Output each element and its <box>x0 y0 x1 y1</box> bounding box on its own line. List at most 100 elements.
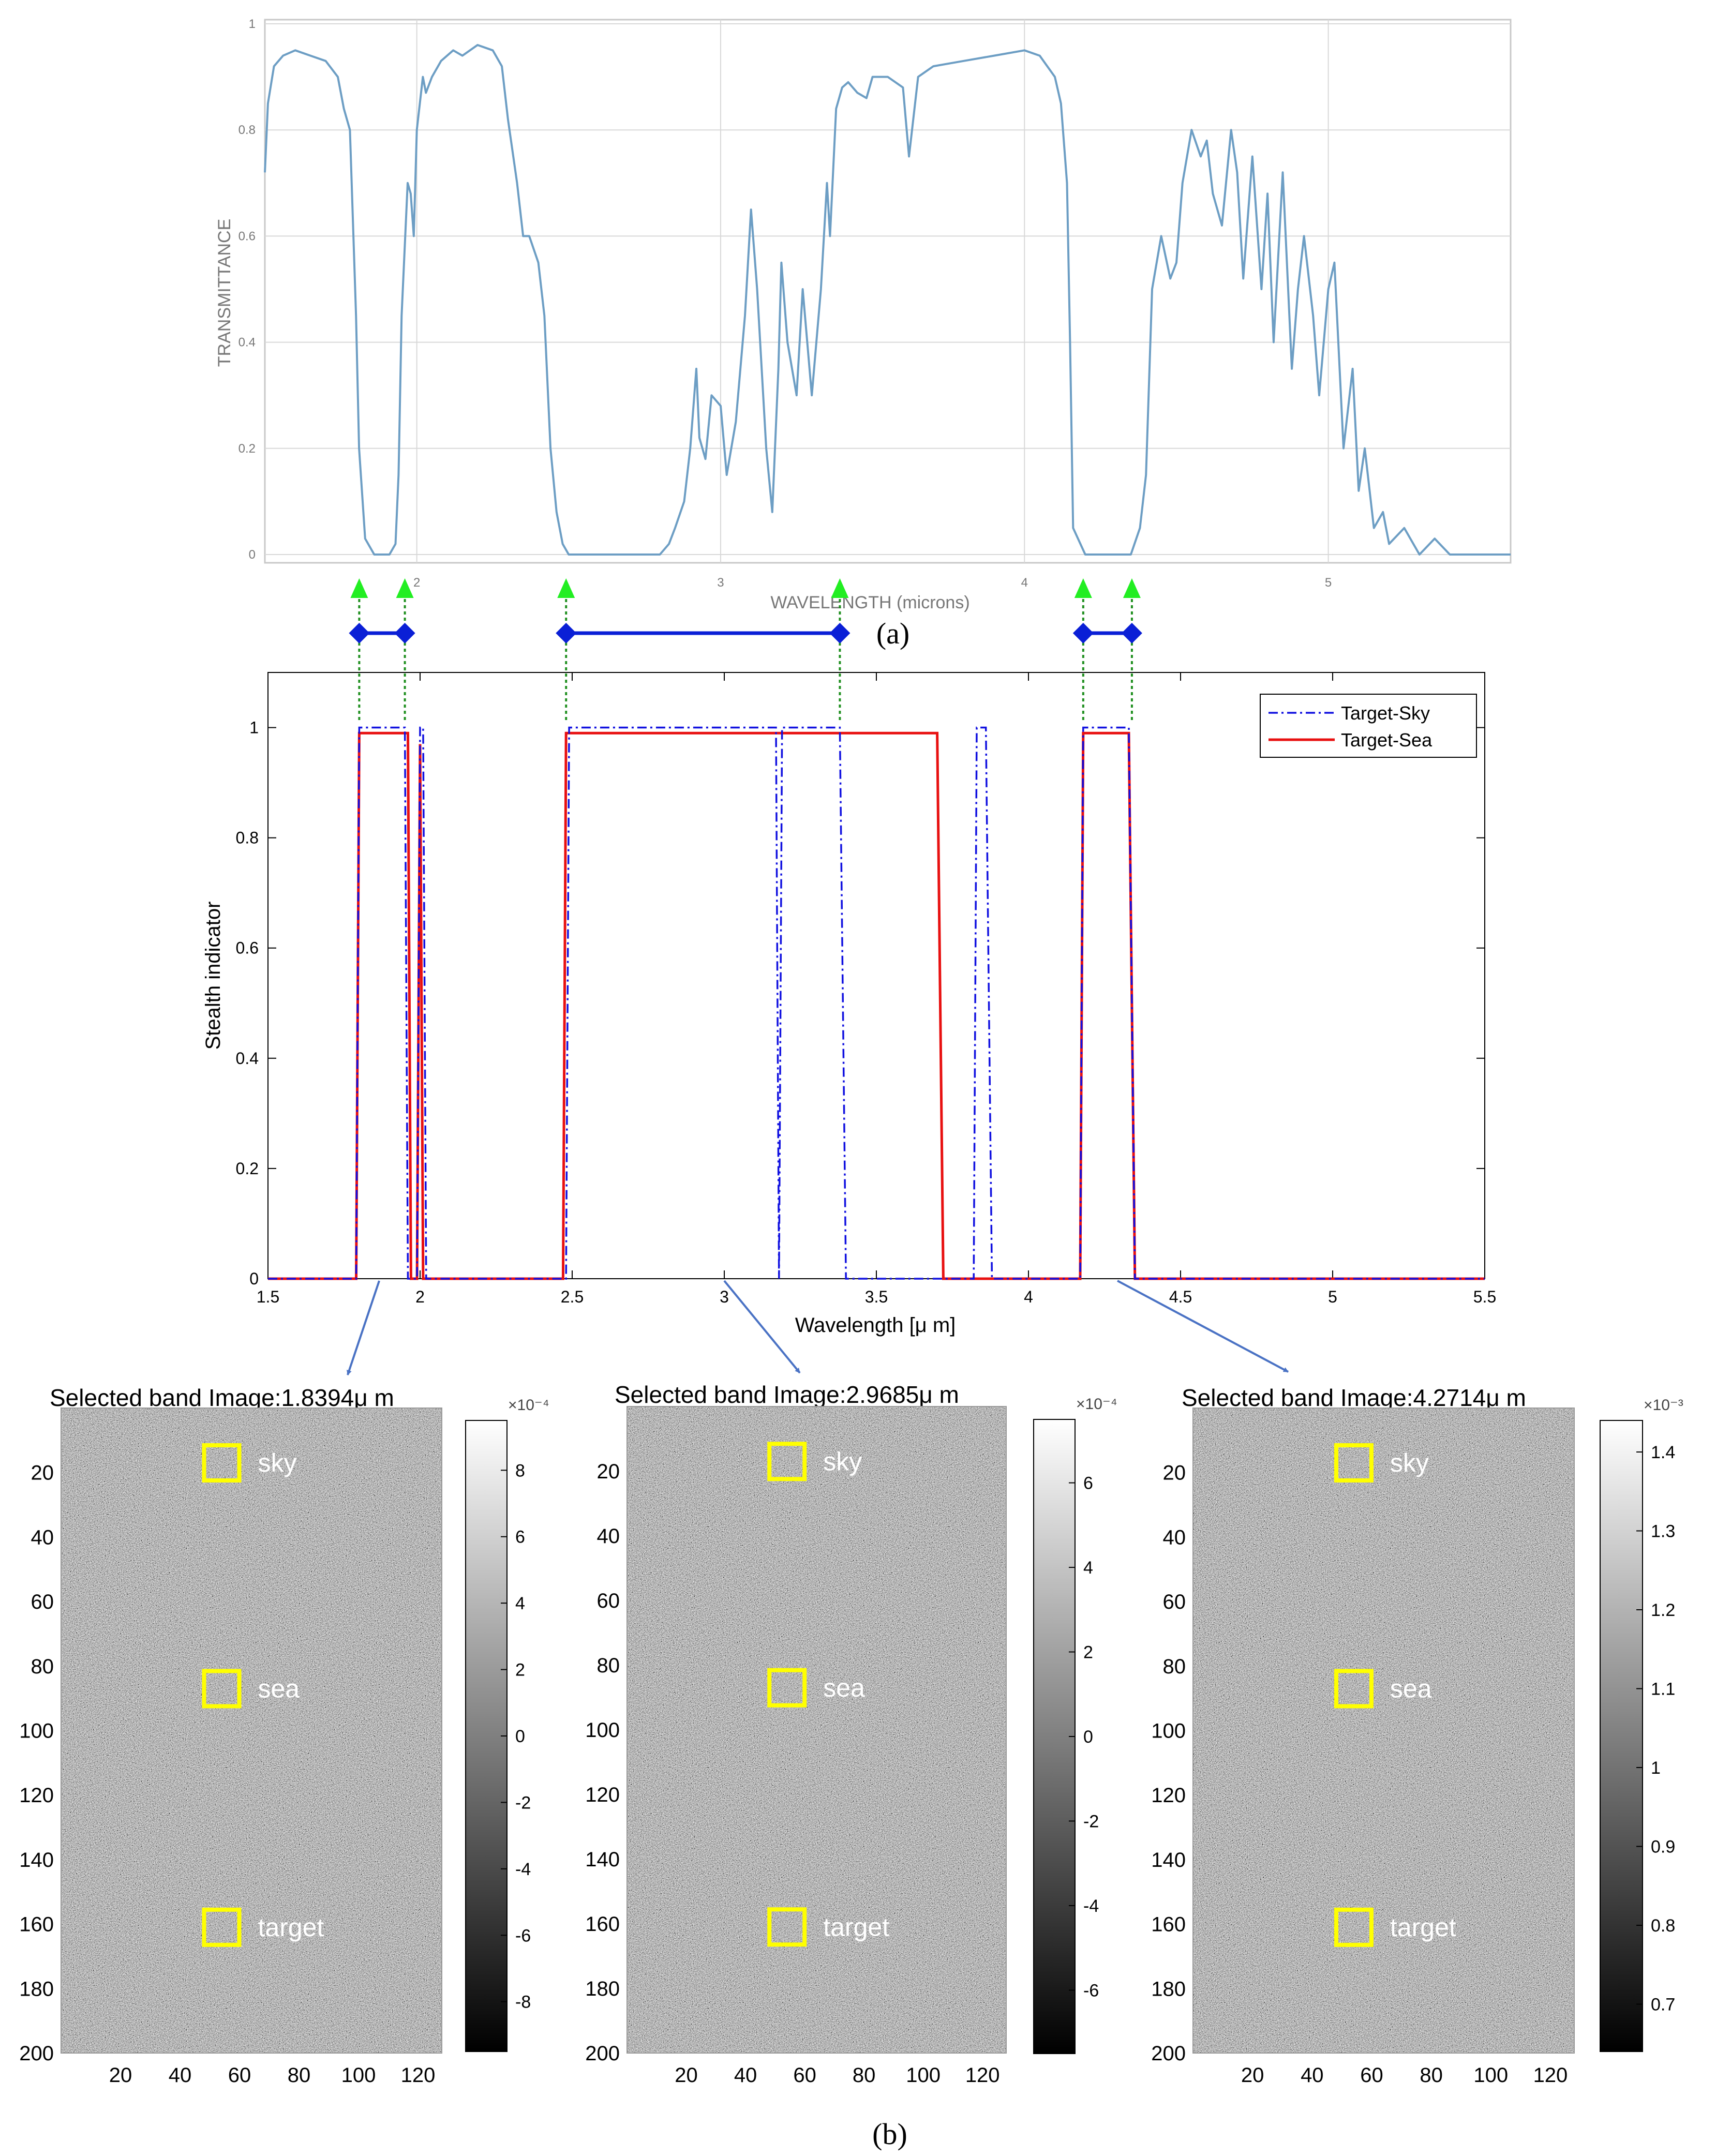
band-image-y-tick-label: 60 <box>1163 1591 1186 1613</box>
band-arrow-head <box>831 578 849 598</box>
roi-label-target: target <box>823 1912 889 1941</box>
stealth-x-tick-label: 5.5 <box>1473 1287 1496 1306</box>
colorbar-tick-label: 1.2 <box>1651 1600 1675 1620</box>
band-arrow-head <box>1123 578 1141 598</box>
roi-box-sea <box>202 1669 242 1709</box>
band-image-x-tick-label: 60 <box>1360 2064 1383 2087</box>
band-image-y-tick-label: 180 <box>585 1978 620 2000</box>
colorbar-tick-label: 0 <box>1083 1727 1093 1747</box>
colorbar-tick-label: 0.9 <box>1651 1837 1675 1857</box>
roi-label-target: target <box>1390 1913 1456 1942</box>
transmittance-tick-labels: 2 3 4 5 0 0.2 0.4 0.6 0.8 1 <box>238 17 1332 590</box>
band-image-x-tick-label: 60 <box>228 2064 251 2087</box>
band-image-y-tick-label: 100 <box>1151 1720 1186 1743</box>
band-image-x-tick-label: 40 <box>169 2064 192 2087</box>
callout-arrow-2 <box>723 1280 801 1374</box>
transmittance-x-axis-label: WAVELENGTH (microns) <box>770 593 969 612</box>
transmittance-y-tick-label: 0 <box>249 548 256 562</box>
band-image-x-tick-label: 80 <box>288 2064 311 2087</box>
stealth-x-tick-label: 2.5 <box>561 1287 584 1306</box>
colorbar-tick-label: -6 <box>1083 1981 1099 2000</box>
colorbar-tick-label: 4 <box>515 1594 525 1613</box>
band-image-y-tick-label: 40 <box>597 1525 620 1548</box>
stealth-x-axis-label: Wavelength [μ m] <box>795 1314 956 1337</box>
colorbar-tick-label: 0.8 <box>1651 1916 1675 1936</box>
colorbar-scale-label: ×10⁻⁴ <box>508 1397 549 1414</box>
transmittance-plot-frame <box>264 19 1512 564</box>
band-arrow-head <box>350 578 368 598</box>
band-image-noise <box>61 1408 442 2053</box>
stealth-x-tick-label: 4 <box>1024 1287 1033 1306</box>
roi-label-sky: sky <box>1390 1448 1429 1477</box>
band-image-y-tick-label: 40 <box>31 1526 54 1549</box>
band-image-x-tick-label: 60 <box>793 2064 816 2087</box>
band-image-y-tick-label: 200 <box>1151 2042 1186 2065</box>
stealth-x-tick-label: 1.5 <box>257 1287 279 1306</box>
stealth-plot-frame <box>267 672 1485 1279</box>
band-image-x-tick-label: 20 <box>1241 2064 1264 2087</box>
band-image-x-tick-label: 20 <box>675 2064 698 2087</box>
band-image-y-tick-label: 20 <box>31 1462 54 1485</box>
legend-label-target-sky: Target-Sky <box>1341 702 1430 724</box>
band-range-diamond <box>829 623 850 643</box>
band-image-x-tick-label: 80 <box>853 2064 876 2087</box>
band-image-y-tick-label: 120 <box>1151 1784 1186 1807</box>
target-sky-series-line <box>268 726 1485 1280</box>
band-image-y-tick-label: 80 <box>1163 1655 1186 1678</box>
band-image-x-tick-label: 100 <box>906 2064 941 2087</box>
roi-box-sea <box>767 1668 807 1708</box>
colorbar-tick-label: -8 <box>515 1993 531 2012</box>
colorbar-tick-label: 0.7 <box>1651 1995 1675 2015</box>
band-image-x-tick-label: 120 <box>965 2064 1000 2087</box>
stealth-y-tick-label: 0 <box>249 1269 259 1288</box>
stealth-ticks: 1.5 2 2.5 3 3.5 4 4.5 5 5.5 0 0.2 0.4 0.6 0.8 1 <box>236 672 1496 1306</box>
band-image-y-tick-label: 120 <box>585 1784 620 1806</box>
panel-b-label: (b) <box>872 2117 907 2151</box>
colorbar-tick-label: 1.1 <box>1651 1680 1675 1699</box>
band-image-y-tick-label: 140 <box>585 1848 620 1871</box>
band-range-diamond <box>349 623 370 643</box>
band-image-y-tick-label: 80 <box>597 1654 620 1677</box>
colorbar-tick-label: -6 <box>515 1926 531 1945</box>
band-range-diamond <box>556 623 577 643</box>
band-image-y-tick-label: 160 <box>585 1913 620 1936</box>
colorbar-tick-label: -4 <box>515 1860 531 1879</box>
transmittance-y-tick-label: 0.2 <box>238 442 256 456</box>
band-arrow-head <box>396 578 414 598</box>
transmittance-grid <box>265 20 1511 563</box>
roi-box-target <box>202 1907 242 1947</box>
band-image-y-tick-label: 100 <box>585 1719 620 1742</box>
roi-label-sea: sea <box>1390 1674 1432 1703</box>
callout-arrow-3 <box>1117 1280 1289 1373</box>
band-arrow-head <box>1074 578 1092 598</box>
stealth-x-tick-label: 3 <box>720 1287 729 1306</box>
colorbar-tick-label: 2 <box>515 1660 525 1680</box>
colorbar-tick-label: 6 <box>1083 1474 1093 1493</box>
band-image-x-tick-label: 120 <box>401 2064 436 2087</box>
colorbar-tick-label: -2 <box>515 1793 531 1813</box>
colorbar-tick-label: 1.4 <box>1651 1443 1675 1462</box>
stealth-y-tick-label: 0.2 <box>236 1159 259 1178</box>
band-image-y-tick-label: 40 <box>1163 1526 1186 1549</box>
band-image-y-tick-label: 80 <box>31 1655 54 1678</box>
colorbar <box>1033 1419 1076 2054</box>
band-image-y-tick-label: 140 <box>1151 1849 1186 1871</box>
band-image-y-tick-label: 180 <box>1151 1978 1186 2000</box>
colorbar-scale-label: ×10⁻³ <box>1644 1397 1683 1414</box>
colorbar-tick-label: 1.3 <box>1651 1522 1675 1541</box>
band-image-y-tick-label: 200 <box>585 2042 620 2065</box>
band-range-diamond <box>1072 623 1094 643</box>
band-image-x-tick-label: 120 <box>1533 2064 1568 2087</box>
band-image-panel-1: Selected band Image:1.8394μ m20406080100… <box>19 1384 549 2087</box>
band-image-x-tick-label: 40 <box>1301 2064 1324 2087</box>
stealth-x-tick-label: 5 <box>1328 1287 1337 1306</box>
stealth-y-tick-label: 1 <box>249 718 259 737</box>
roi-label-sea: sea <box>258 1674 300 1703</box>
callout-arrows <box>347 1280 1289 1375</box>
transmittance-x-tick-label: 4 <box>1021 576 1028 590</box>
stealth-legend: Target-Sky Target-Sea <box>1260 694 1477 758</box>
colorbar <box>1600 1420 1643 2052</box>
transmittance-x-tick-label: 5 <box>1325 576 1332 590</box>
band-image-x-tick-label: 80 <box>1420 2064 1443 2087</box>
band-image-title: Selected band Image:2.9685μ m <box>615 1381 959 1408</box>
